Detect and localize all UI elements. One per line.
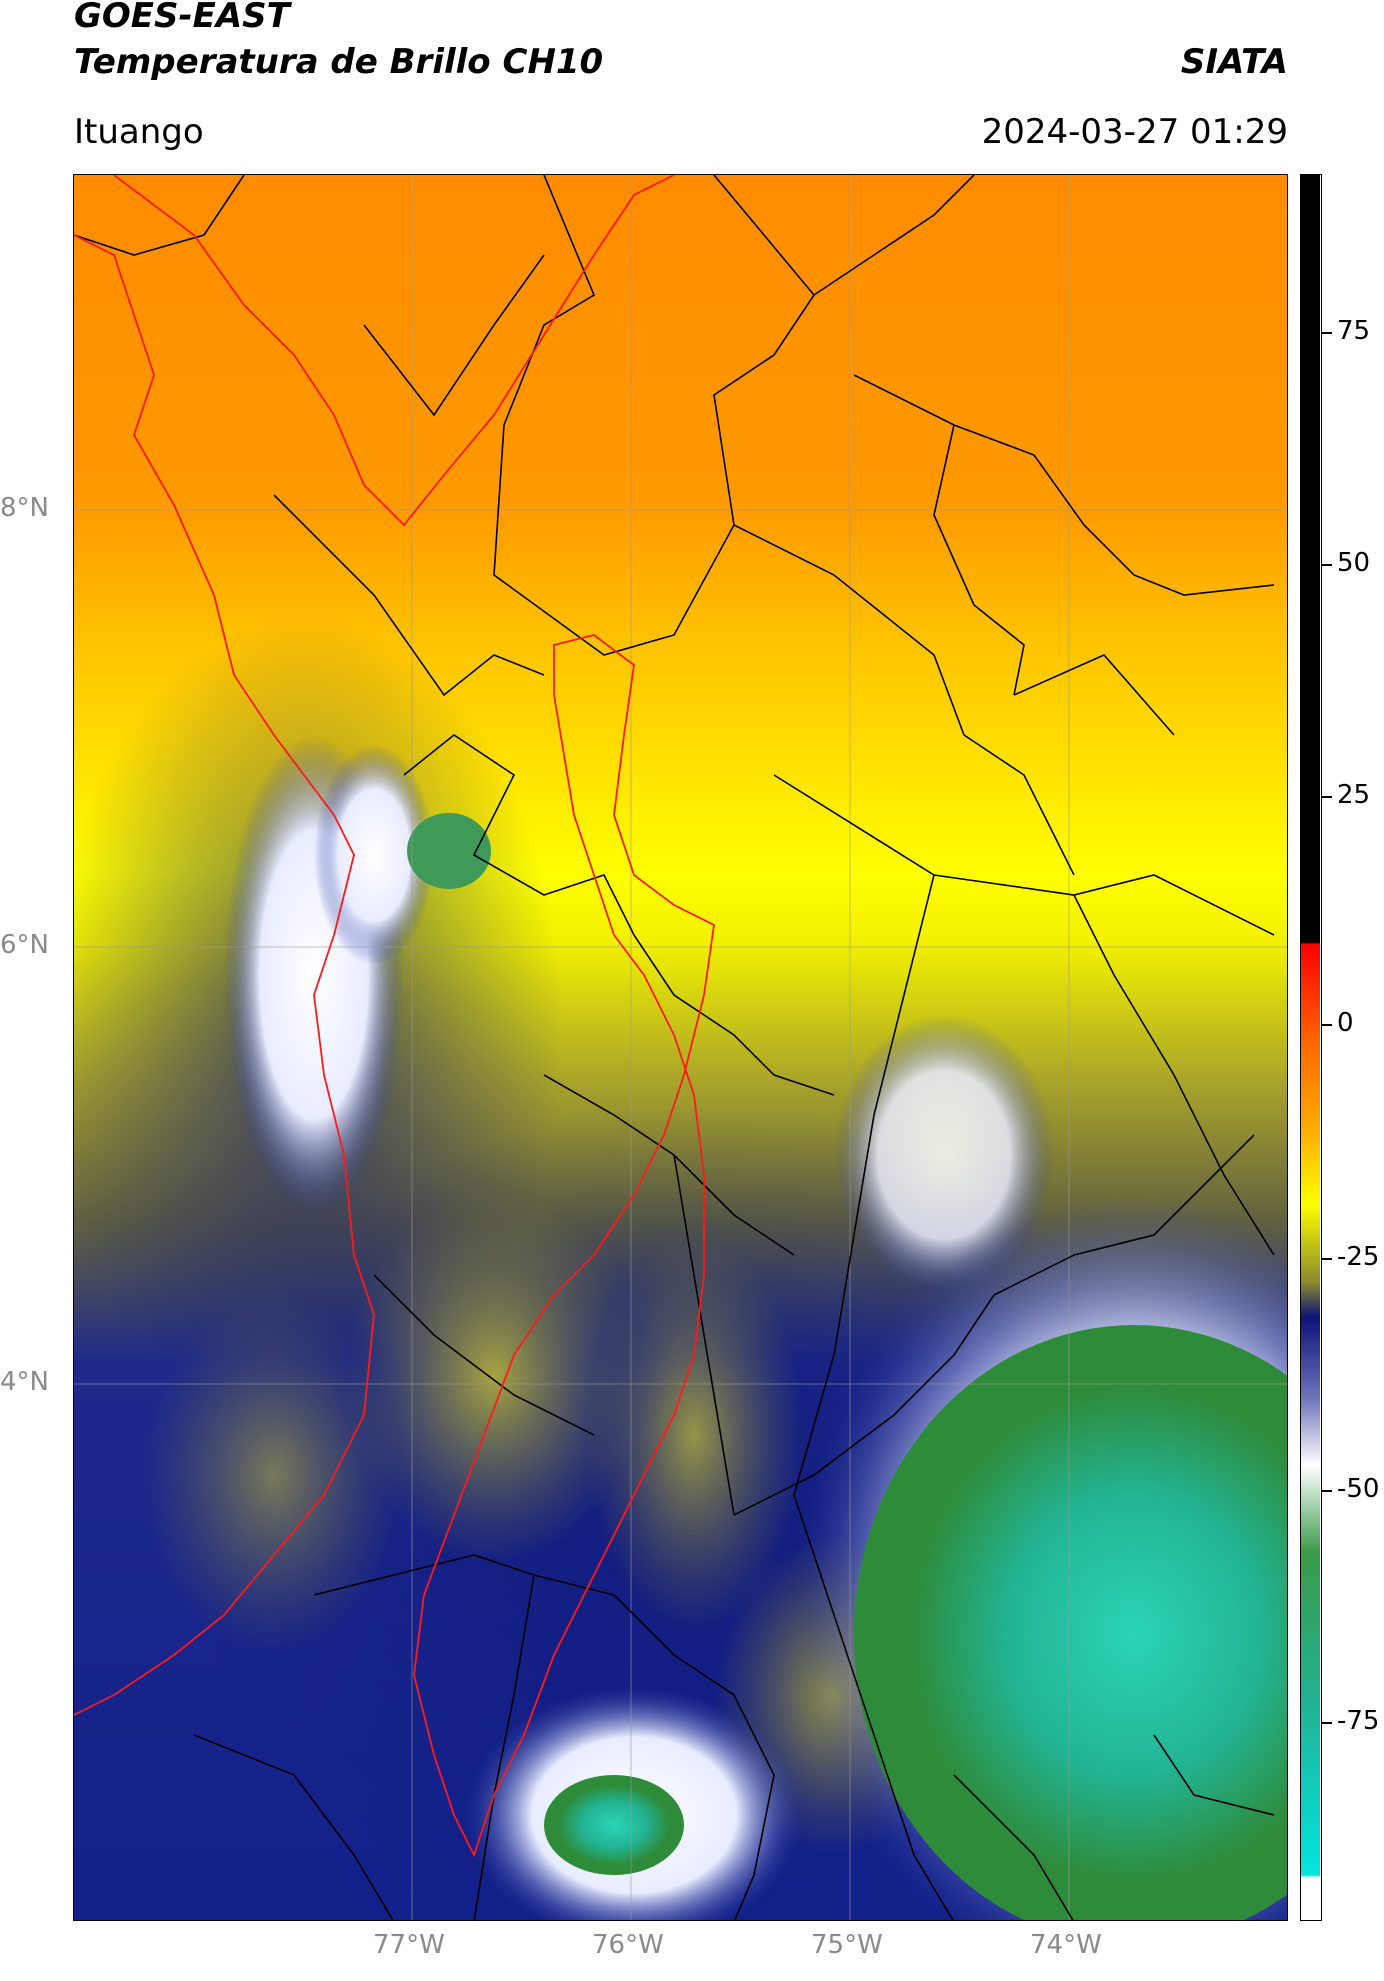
- lat-label-8n: 8°N: [0, 493, 49, 523]
- colorbar-tick-50: 50: [1337, 548, 1371, 578]
- colorbar-tick-0: 0: [1337, 1008, 1354, 1038]
- graticule: [74, 175, 1287, 1920]
- colorbar-tick-minus25: -25: [1337, 1242, 1380, 1272]
- region-label: Ituango: [74, 112, 204, 152]
- coast-and-basin-boundaries: [74, 175, 715, 1858]
- title-product: Temperatura de Brillo CH10: [74, 42, 604, 82]
- lon-label-77w: 77°W: [373, 1930, 445, 1960]
- timestamp-label: 2024-03-27 01:29: [981, 112, 1288, 152]
- lat-label-6n: 6°N: [0, 930, 49, 960]
- colorbar-tick-minus50: -50: [1337, 1474, 1380, 1504]
- title-satellite: GOES-EAST: [74, 0, 290, 36]
- organization-label: SIATA: [1180, 42, 1288, 82]
- department-boundaries: [74, 175, 1275, 1920]
- lon-label-74w: 74°W: [1030, 1930, 1102, 1960]
- colorbar-tick-25: 25: [1337, 780, 1371, 810]
- colorbar-tick-minus75: -75: [1337, 1706, 1380, 1736]
- lon-label-76w: 76°W: [592, 1930, 664, 1960]
- colorbar: [1300, 174, 1322, 1921]
- lat-label-4n: 4°N: [0, 1367, 49, 1397]
- lon-label-75w: 75°W: [811, 1930, 883, 1960]
- map-panel: [73, 174, 1288, 1921]
- colorbar-tick-75: 75: [1337, 316, 1371, 346]
- brightness-temperature-map: [74, 175, 1287, 1920]
